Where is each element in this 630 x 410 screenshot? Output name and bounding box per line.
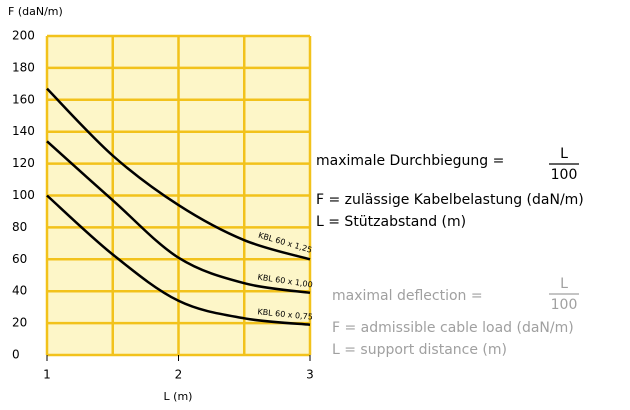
x-axis-label: L (m) [164,390,193,403]
formula-line: F = zulässige Kabelbelastung (daN/m) [316,192,584,208]
formula-denominator: 100 [551,297,578,313]
formula-numerator: L [560,276,568,292]
y-tick-label: 20 [12,316,27,330]
formula-lhs: maximal deflection = [332,288,483,304]
series-line [46,140,311,295]
series-line [46,87,311,261]
formula-lhs: maximale Durchbiegung = [316,153,504,169]
y-tick-label: 160 [12,92,35,106]
formula-line: L = support distance (m) [332,342,507,358]
y-tick-label: 100 [12,188,35,202]
x-tick-label: 3 [306,368,314,382]
x-tick-label: 1 [43,368,51,382]
formula-line: F = admissible cable load (daN/m) [332,320,574,336]
y-tick-label: 40 [12,284,27,298]
y-tick-label: 60 [12,252,27,266]
y-tick-label: 140 [12,124,35,138]
formula-denominator: 100 [551,167,578,183]
formula-numerator: L [560,146,568,162]
series-line [46,194,311,326]
y-tick-label: 200 [12,29,35,43]
y-tick-label: 0 [12,348,20,362]
y-tick-label: 180 [12,60,35,74]
y-tick-label: 120 [12,156,35,170]
y-axis-label: F (daN/m) [8,5,63,18]
x-tick-label: 2 [175,368,183,382]
formula-line: L = Stützabstand (m) [316,214,466,230]
y-tick-label: 80 [12,220,27,234]
